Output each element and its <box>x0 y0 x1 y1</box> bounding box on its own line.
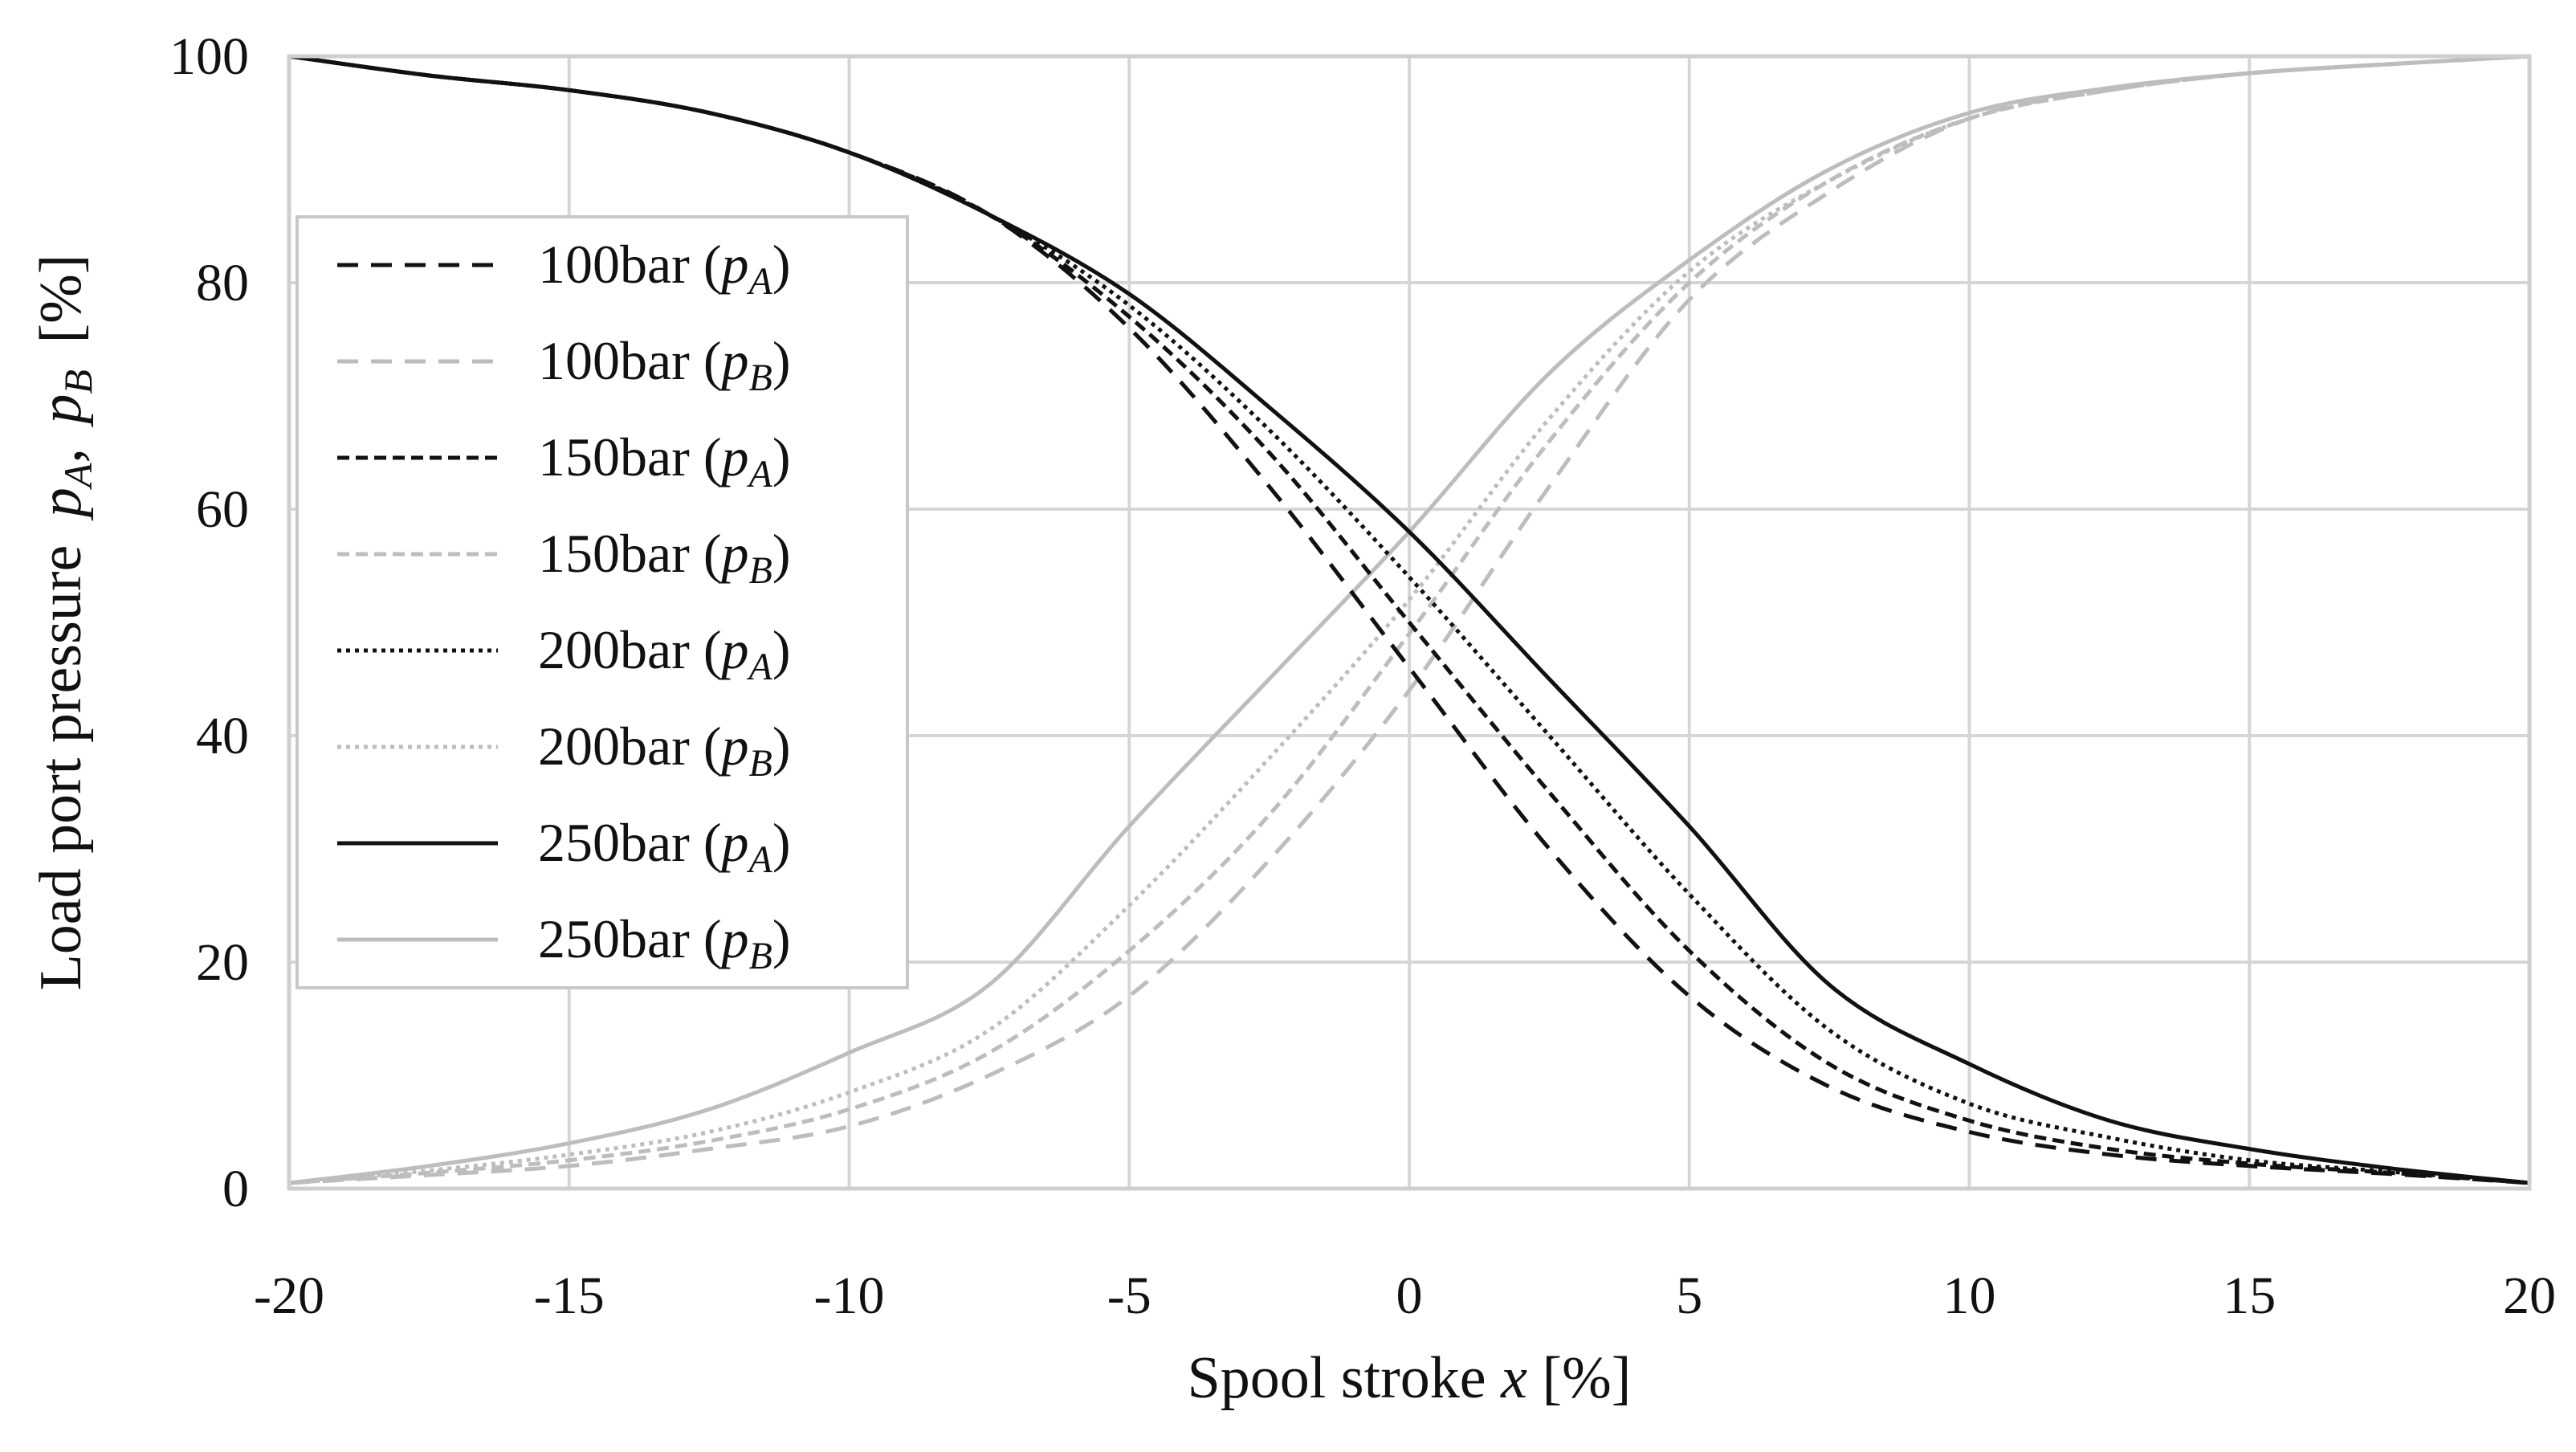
y-axis-label: Load port pressure pA, pB [%] <box>28 255 105 991</box>
y-axis-label-sub-b: B <box>55 369 100 394</box>
x-axis-label-unit: [%] <box>1542 1345 1631 1411</box>
x-tick-label: 10 <box>1943 1266 1996 1325</box>
y-tick-labels: 0 20 40 60 80 100 <box>169 27 249 1218</box>
x-tick-label: -20 <box>254 1266 324 1325</box>
legend-label: 200bar (pB) <box>538 716 790 785</box>
series-line-5 <box>288 54 2530 1185</box>
y-axis-label-unit: [%] <box>28 255 94 344</box>
legend-label: 100bar (pA) <box>538 234 790 303</box>
legend: 100bar (pA) 100bar (pB) 150bar (pA) 150bar … <box>296 215 909 989</box>
legend-label: 150bar (pB) <box>538 523 790 592</box>
x-axis-label-var: x <box>1500 1345 1527 1411</box>
legend-label: 200bar (pA) <box>538 619 790 688</box>
y-axis-label-sub-a: A <box>55 463 100 490</box>
y-axis-label-text: Load port pressure <box>28 545 94 991</box>
x-tick-label: 0 <box>1396 1266 1423 1325</box>
series-line-7 <box>288 54 2530 1185</box>
legend-box <box>296 215 909 989</box>
series-line-6 <box>288 54 2530 1185</box>
legend-label: 250bar (pB) <box>538 908 790 977</box>
y-axis-label-pa: p <box>28 487 94 521</box>
x-tick-labels: -20 -15 -10 -5 0 5 10 15 20 <box>254 1266 2556 1325</box>
x-axis-label-text: Spool stroke <box>1188 1345 1486 1411</box>
series-line-3 <box>288 54 2530 1185</box>
y-tick-label: 100 <box>169 27 249 86</box>
y-axis-label-pb: p <box>28 394 94 428</box>
x-tick-label: -15 <box>534 1266 605 1325</box>
x-tick-label: 5 <box>1676 1266 1702 1325</box>
plot-area-border <box>287 54 2532 1191</box>
legend-label: 100bar (pB) <box>538 330 790 399</box>
y-tick-label: 80 <box>196 254 249 312</box>
x-tick-label: 15 <box>2223 1266 2276 1325</box>
y-tick-label: 40 <box>196 707 249 765</box>
y-tick-label: 60 <box>196 480 249 539</box>
series-lines <box>288 54 2530 1185</box>
x-tick-label: -10 <box>814 1266 885 1325</box>
plot-frame <box>287 54 2532 1191</box>
legend-label: 150bar (pA) <box>538 426 790 496</box>
series-line-8 <box>288 54 2530 1185</box>
x-tick-label: 20 <box>2503 1266 2556 1325</box>
legend-label: 250bar (pA) <box>538 812 790 881</box>
y-tick-label: 20 <box>196 933 249 992</box>
y-axis-label-comma: , <box>28 448 94 463</box>
y-tick-label: 0 <box>222 1160 249 1218</box>
x-axis-label: Spool stroke x [%] <box>1188 1345 1632 1411</box>
x-tick-label: -5 <box>1107 1266 1151 1325</box>
